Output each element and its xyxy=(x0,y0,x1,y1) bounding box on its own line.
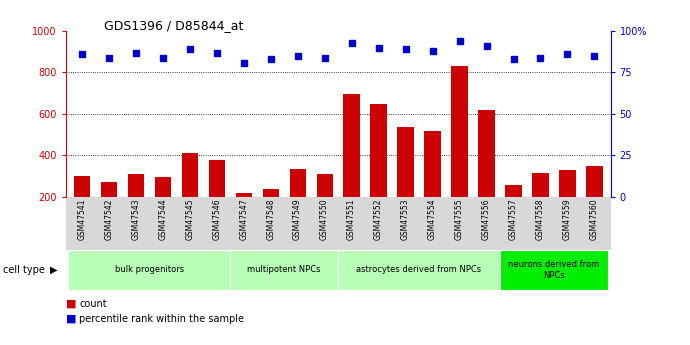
Bar xyxy=(397,127,414,197)
Text: neurons derived from
NPCs: neurons derived from NPCs xyxy=(509,260,600,280)
Text: ■: ■ xyxy=(66,314,76,324)
Bar xyxy=(371,104,386,197)
Bar xyxy=(533,173,549,197)
Bar xyxy=(181,153,198,197)
Bar xyxy=(155,177,171,197)
Bar xyxy=(74,176,90,197)
Bar xyxy=(128,174,144,197)
Bar xyxy=(317,174,333,197)
Text: count: count xyxy=(79,299,107,308)
Bar xyxy=(451,66,468,197)
Bar xyxy=(560,170,575,197)
Bar xyxy=(586,166,602,197)
Bar xyxy=(478,110,495,197)
Bar xyxy=(235,193,252,197)
Text: percentile rank within the sample: percentile rank within the sample xyxy=(79,314,244,324)
Bar xyxy=(290,169,306,197)
Text: ▶: ▶ xyxy=(50,265,57,275)
Bar xyxy=(262,189,279,197)
Text: ■: ■ xyxy=(66,299,76,308)
Bar xyxy=(505,185,522,197)
Text: bulk progenitors: bulk progenitors xyxy=(115,265,184,275)
Text: astrocytes derived from NPCs: astrocytes derived from NPCs xyxy=(357,265,482,275)
Text: GDS1396 / D85844_at: GDS1396 / D85844_at xyxy=(104,19,243,32)
Text: multipotent NPCs: multipotent NPCs xyxy=(248,265,321,275)
Bar xyxy=(101,182,117,197)
Bar xyxy=(424,131,441,197)
Text: cell type: cell type xyxy=(3,265,46,275)
Bar xyxy=(208,160,225,197)
Bar xyxy=(344,94,359,197)
